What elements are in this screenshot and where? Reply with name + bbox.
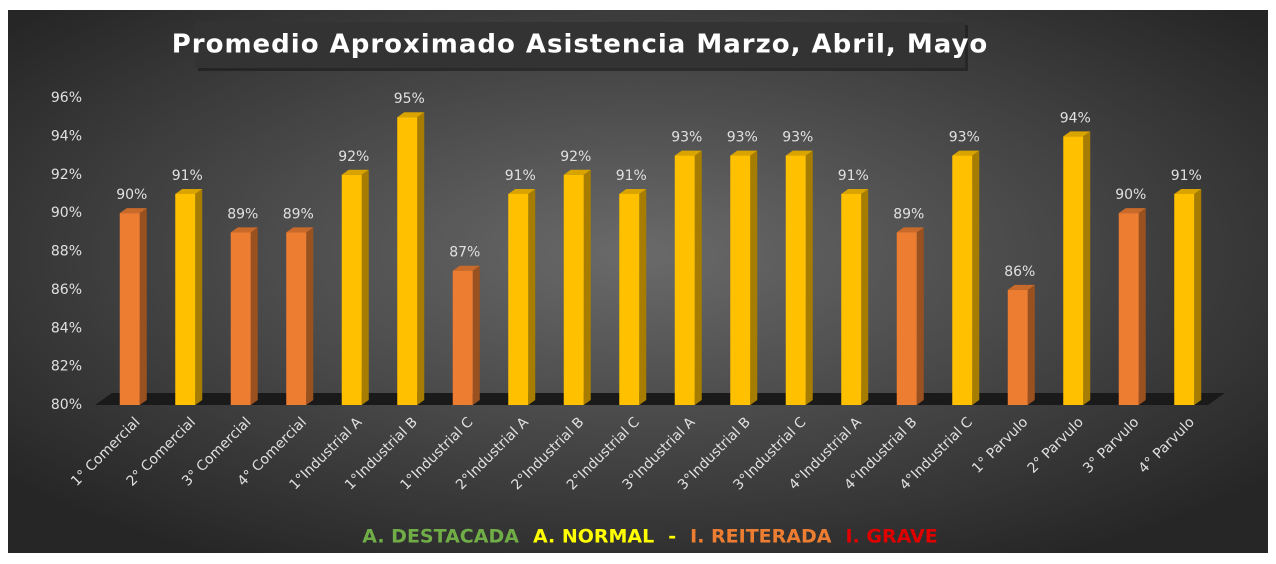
bar-side	[139, 208, 147, 405]
bar	[730, 155, 751, 405]
bar	[785, 155, 806, 405]
bar	[286, 232, 307, 405]
data-label: 89%	[283, 206, 314, 222]
data-label: 93%	[727, 130, 758, 146]
bar-side	[1138, 208, 1146, 405]
bar-side	[472, 265, 480, 405]
y-tick-label: 90%	[51, 205, 82, 221]
data-label: 91%	[1171, 168, 1202, 184]
data-label: 91%	[172, 168, 203, 184]
legend-entry: I. REITERADA	[690, 526, 832, 548]
bar-side	[805, 150, 813, 405]
bar-top	[1007, 284, 1035, 290]
bar-side	[417, 112, 425, 405]
bar-side	[583, 169, 591, 405]
bar-side	[639, 188, 647, 405]
data-label: 89%	[893, 206, 924, 222]
title-box	[195, 22, 965, 68]
data-label: 90%	[1115, 187, 1146, 203]
data-label: 93%	[949, 130, 980, 146]
bar	[563, 174, 584, 405]
data-label: 94%	[1060, 110, 1091, 126]
y-tick-label: 94%	[51, 128, 82, 144]
bar-side	[1194, 188, 1202, 405]
bar	[230, 232, 251, 405]
bar	[508, 193, 529, 405]
bar-side	[361, 169, 369, 405]
bar-top	[952, 150, 980, 156]
data-label: 95%	[394, 91, 425, 107]
bar-side	[916, 227, 924, 405]
bar-top	[841, 188, 869, 194]
bar	[1118, 213, 1139, 405]
data-label: 91%	[838, 168, 869, 184]
bar-top	[785, 150, 813, 156]
y-tick-label: 92%	[51, 167, 82, 183]
data-label: 87%	[449, 245, 480, 261]
bar	[1007, 289, 1028, 405]
legend-entry: A. NORMAL	[533, 526, 654, 548]
bar-top	[397, 112, 425, 118]
y-tick-label: 88%	[51, 244, 82, 260]
data-label: 92%	[560, 149, 591, 165]
bar	[341, 174, 362, 405]
bar-side	[861, 188, 869, 405]
bar-top	[1174, 188, 1202, 194]
data-label: 93%	[671, 130, 702, 146]
bar-top	[175, 188, 203, 194]
y-tick-label: 80%	[51, 397, 82, 413]
data-label: 92%	[338, 149, 369, 165]
chart-title: Promedio Aproximado Asistencia Marzo, Ab…	[172, 30, 989, 60]
bar-side	[1027, 284, 1035, 405]
legend-entry: I. GRAVE	[845, 526, 937, 548]
y-tick-label: 84%	[51, 320, 82, 336]
bar-side	[250, 227, 258, 405]
data-label: 89%	[227, 206, 258, 222]
floor	[95, 393, 1225, 405]
data-label: 91%	[616, 168, 647, 184]
bar-top	[1063, 131, 1091, 137]
y-tick-label: 86%	[51, 282, 82, 298]
bar-top	[674, 150, 702, 156]
bar	[619, 193, 640, 405]
bar-top	[230, 227, 258, 233]
legend-entry: -	[668, 526, 676, 548]
bar	[119, 213, 140, 405]
bar-top	[341, 169, 369, 175]
bar-top	[452, 265, 480, 271]
y-tick-label: 96%	[51, 90, 82, 106]
data-label: 91%	[505, 168, 536, 184]
data-label: 90%	[116, 187, 147, 203]
bar-side	[750, 150, 758, 405]
bar	[674, 155, 695, 405]
bar-side	[1083, 131, 1091, 405]
bar-top	[896, 227, 924, 233]
bar-top	[730, 150, 758, 156]
bar-top	[119, 208, 147, 214]
bar	[175, 193, 196, 405]
bar	[397, 117, 418, 405]
bar-top	[508, 188, 536, 194]
bar-top	[1118, 208, 1146, 214]
bar-top	[619, 188, 647, 194]
bar	[841, 193, 862, 405]
legend-entry: A. DESTACADA	[362, 526, 519, 548]
bar	[896, 232, 917, 405]
bar-side	[972, 150, 980, 405]
bar-side	[528, 188, 536, 405]
y-tick-label: 82%	[51, 359, 82, 375]
bar-top	[563, 169, 591, 175]
bar	[1063, 136, 1084, 405]
data-label: 86%	[1004, 264, 1035, 280]
bar-side	[195, 188, 203, 405]
bar-top	[286, 227, 314, 233]
bar-side	[306, 227, 314, 405]
bar-side	[694, 150, 702, 405]
data-label: 93%	[782, 130, 813, 146]
bar	[1174, 193, 1195, 405]
bar	[452, 270, 473, 405]
bar	[952, 155, 973, 405]
